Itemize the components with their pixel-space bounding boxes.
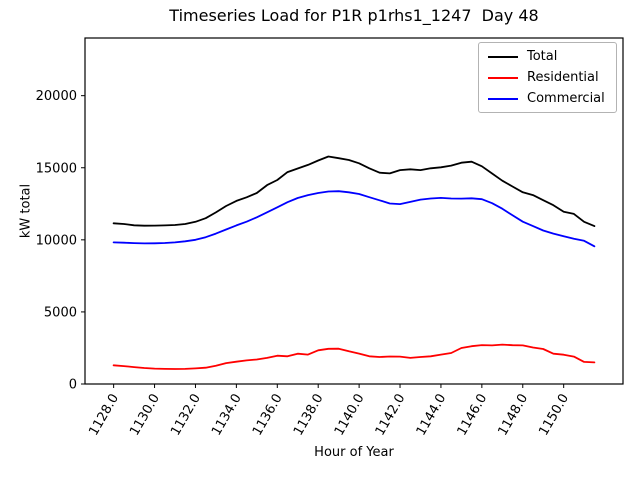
legend-item-commercial: Commercial: [488, 90, 607, 107]
legend-line-total-icon: [488, 55, 518, 58]
x-tick-label: 1132.0: [168, 392, 204, 439]
legend-line-residential-icon: [488, 76, 518, 79]
x-tick-label: 1140.0: [332, 392, 368, 439]
x-axis-label: Hour of Year: [314, 445, 394, 460]
legend-item-residential: Residential: [488, 69, 607, 86]
x-tick-label: 1142.0: [373, 392, 409, 439]
y-tick-label: 10000: [36, 233, 77, 248]
x-tick-label: 1144.0: [414, 392, 450, 439]
x-tick-label: 1146.0: [455, 391, 491, 438]
legend-label-total: Total: [527, 49, 558, 64]
legend-label-residential: Residential: [527, 70, 599, 85]
x-tick-label: 1150.0: [536, 392, 572, 439]
x-tick-label: 1128.0: [86, 392, 122, 439]
y-tick-label: 0: [69, 378, 77, 393]
series-line-commercial: [112, 190, 596, 248]
axes-box: [84, 37, 624, 385]
x-tick-label: 1130.0: [127, 392, 163, 439]
legend: Total Residential Commercial: [478, 42, 617, 113]
y-tick-label: 20000: [36, 89, 77, 104]
series-line-total: [112, 155, 596, 228]
series-line-residential: [112, 343, 596, 370]
legend-line-commercial-icon: [488, 97, 518, 100]
x-tick-label: 1148.0: [495, 392, 531, 439]
chart-title: Timeseries Load for P1R p1rhs1_1247 Day …: [169, 6, 539, 25]
y-tick-label: 5000: [44, 305, 77, 320]
x-tick-label: 1138.0: [291, 392, 327, 439]
x-tick-label: 1134.0: [209, 392, 245, 439]
legend-label-commercial: Commercial: [527, 91, 605, 106]
legend-item-total: Total: [488, 48, 607, 65]
y-tick-label: 15000: [36, 161, 77, 176]
x-tick-label: 1136.0: [250, 392, 286, 439]
